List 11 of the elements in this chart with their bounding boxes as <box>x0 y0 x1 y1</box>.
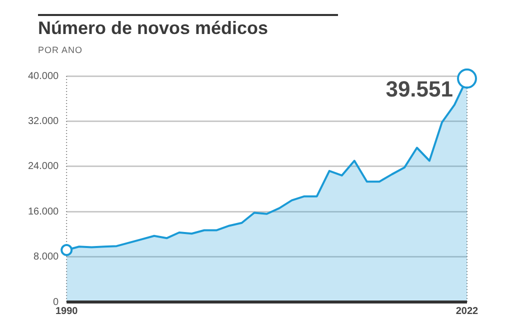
chart-title: Número de novos médicos <box>38 18 268 39</box>
chart-subtitle: POR ANO <box>38 45 83 55</box>
annotation: 39.551 <box>386 76 453 102</box>
x-tick-label: 1990 <box>55 306 78 317</box>
y-tick-label: 8.000 <box>34 252 60 263</box>
y-tick-label: 24.000 <box>28 161 60 172</box>
y-tick-label: 32.000 <box>28 116 60 127</box>
y-tick-label: 40.000 <box>28 70 60 82</box>
y-tick-label: 16.000 <box>28 206 60 218</box>
y-tick-label: 0 <box>53 296 60 308</box>
x-tick-label: 2022 <box>456 306 479 317</box>
